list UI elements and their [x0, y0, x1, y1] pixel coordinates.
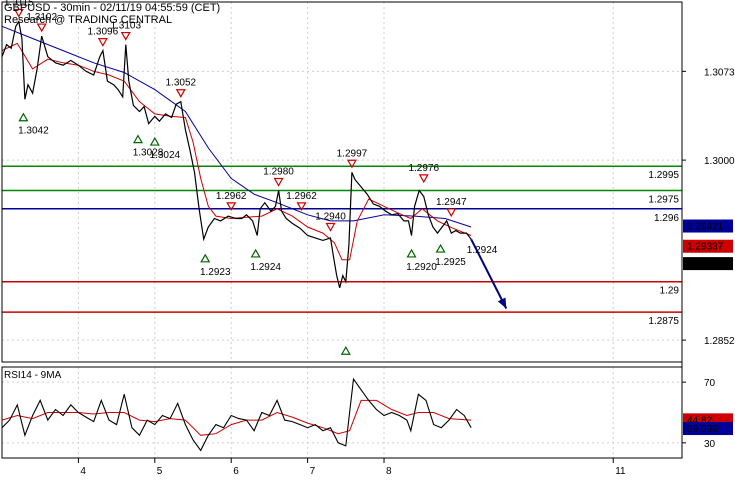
swing-high-marker	[446, 208, 457, 218]
rsi-last-value-label: 44.82	[687, 415, 712, 426]
swing-high-label: 1.3052	[165, 78, 196, 89]
rsi-layer	[1, 377, 472, 452]
swing-high-marker	[97, 38, 108, 47]
rsi-line	[1, 377, 472, 452]
swing-high-marker	[325, 222, 336, 232]
swing-low-label: 1.2925	[435, 257, 466, 268]
last-value-box	[683, 239, 733, 253]
swing-low-marker	[435, 243, 446, 253]
swing-high-marker	[346, 159, 357, 169]
y-tick-label: 1.3073	[704, 67, 735, 78]
swing-low-marker	[250, 248, 261, 258]
swing-low-marker	[149, 136, 160, 146]
x-tick-label: 8	[386, 466, 392, 477]
swing-high-marker	[273, 177, 284, 187]
swing-low-marker	[18, 112, 29, 122]
swing-low-label: 1.3024	[150, 150, 181, 161]
swing-low-marker	[340, 346, 351, 355]
swing-high-label: 1.2947	[436, 197, 467, 208]
level-label: 1.2995	[648, 170, 679, 181]
rsi-last-value-box	[683, 422, 733, 436]
rsi-tick-label: 70	[704, 378, 716, 389]
last-value-box	[683, 257, 733, 271]
swing-high-marker	[296, 202, 307, 212]
last-value-label: 1.29421	[687, 222, 724, 233]
swing-low-label: 1.2920	[406, 262, 437, 273]
swing-high-marker	[120, 31, 131, 41]
x-tick-label: 4	[80, 466, 86, 477]
rsi-panel-label: RSI14 - 9MA	[4, 370, 62, 381]
ma-slow-line	[1, 25, 472, 228]
swing-high-marker	[36, 23, 47, 33]
swing-low-label: 1.2924	[250, 262, 281, 273]
levels-layer: 1.2995 1.2975 1.296 1.29 1.2875	[2, 165, 682, 327]
swing-high-label: 1.2997	[337, 148, 368, 159]
last-value-label: 1.29337	[687, 242, 724, 253]
swing-high-label: 1.2962	[216, 191, 247, 202]
swing-high-label: 1.3103	[110, 21, 141, 32]
swing-low-label: 1.2923	[200, 267, 231, 278]
x-tick-label: 6	[233, 466, 239, 477]
grid-layer	[2, 2, 682, 458]
swing-high-marker	[226, 202, 237, 212]
rsi-last-value-label: 39.098	[687, 424, 718, 435]
swing-high-label: 1.2980	[263, 167, 294, 178]
swing-high-label: 1.3115	[4, 0, 34, 8]
x-tick-label: 5	[157, 466, 163, 477]
level-label: 1.2875	[648, 316, 679, 327]
x-tick-label: 7	[310, 466, 316, 477]
swing-high-marker	[418, 174, 429, 184]
swing-low-marker	[132, 134, 144, 144]
level-label: 1.296	[654, 213, 679, 224]
level-label: 1.29	[660, 286, 680, 297]
chart-subtitle: Research @ TRADING CENTRAL	[4, 14, 172, 26]
swing-high-label: 1.3096	[88, 27, 119, 38]
price-line	[1, 19, 472, 288]
swing-low-marker	[406, 248, 417, 258]
swing-high-label: 1.2976	[408, 163, 439, 174]
rsi-ma-line	[1, 399, 472, 436]
swing-high-label: 1.2962	[286, 191, 317, 202]
forecast-arrow-head	[497, 297, 507, 309]
swing-high-marker	[175, 89, 186, 98]
swing-low-marker	[200, 253, 211, 263]
forecast-arrow-shaft	[470, 238, 508, 309]
swing-high-label: 1.3102	[26, 12, 57, 23]
swing-low-label: 1.3028	[133, 148, 164, 159]
rsi-tick-label: 30	[704, 439, 716, 450]
price-label: 1.2924	[467, 245, 498, 256]
swing-high-label: 1.2940	[315, 212, 346, 223]
level-label: 1.2975	[648, 195, 679, 206]
last-value-box	[683, 219, 733, 233]
series-layer	[1, 19, 508, 309]
x-tick-label: 11	[615, 466, 626, 477]
swing-low-label: 1.3042	[18, 126, 49, 137]
swing-high-marker	[13, 8, 24, 18]
y-tick-label: 1.3000	[704, 156, 735, 167]
annotations-layer: 1.31151.31021.30961.31031.30421.30281.30…	[4, 0, 498, 355]
chart-title: GBPUSD - 30min - 02/11/19 04:55:59 (CET)	[4, 2, 220, 14]
last-value-label: 1.2926	[687, 259, 718, 270]
y-tick-label: 1.2852	[704, 336, 735, 347]
